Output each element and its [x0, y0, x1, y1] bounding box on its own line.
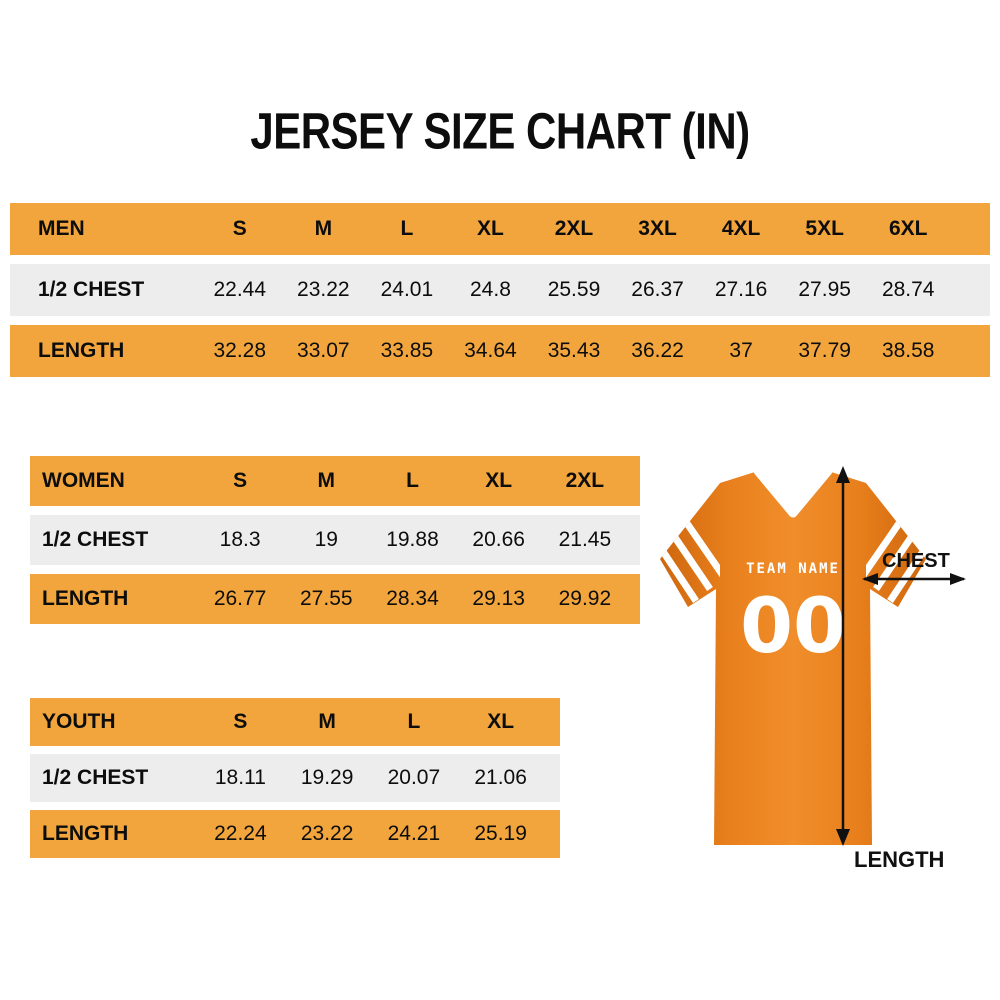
women-1-2-chest-row-cell-5: 21.45: [558, 528, 612, 551]
jersey-illustration: TEAM NAME 00 LENGTH CHEST: [630, 455, 990, 875]
women-1-2-chest-row-cell-2: 19: [314, 528, 338, 551]
youth-1-2-chest-row-cell-1: 18.11: [214, 766, 266, 789]
men-size-table: MEN S M L XL 2XL 3XL 4XL 5XL 6XL 1/2 CHEST 22.44 23.…: [10, 203, 990, 386]
men-header-row-cell-7: 4XL: [721, 217, 761, 240]
men-1-2-chest-row-cell-9: 28.74: [881, 278, 935, 301]
men-length-row-cell-1: 32.28: [213, 339, 267, 362]
women-header-row: WOMEN S M L XL 2XL: [30, 456, 640, 506]
women-header-row-cell-1: S: [233, 469, 248, 492]
jersey-collar: [753, 466, 833, 518]
men-1-2-chest-row: 1/2 CHEST 22.44 23.22 24.01 24.8 25.59 26.37 27…: [10, 264, 990, 316]
men-header-row-cell-1: S: [232, 217, 247, 240]
men-length-row: LENGTH 32.28 33.07 33.85 34.64 35.43 36.22 37 37…: [10, 325, 990, 377]
women-header-row-cell-4: XL: [485, 469, 513, 492]
women-length-row: LENGTH 26.77 27.55 28.34 29.13 29.92: [30, 574, 640, 624]
youth-length-row: LENGTH 22.24 23.22 24.21 25.19: [30, 810, 560, 858]
youth-1-2-chest-row: 1/2 CHEST 18.11 19.29 20.07 21.06: [30, 754, 560, 802]
men-length-row-label: LENGTH: [38, 339, 125, 362]
length-arrow: [836, 466, 850, 846]
youth-header-row-cell-4: XL: [487, 710, 515, 733]
men-header-row-cell-5: 2XL: [554, 217, 594, 240]
men-length-row-cell-6: 36.22: [631, 339, 684, 362]
men-length-row-cell-9: 38.58: [881, 339, 935, 362]
women-length-row-cell-4: 29.13: [472, 587, 525, 610]
men-length-row-cell-3: 33.85: [380, 339, 434, 362]
men-header-row-cell-4: XL: [477, 217, 504, 240]
women-header-row-cell-3: L: [406, 469, 419, 492]
men-header-row: MEN S M L XL 2XL 3XL 4XL 5XL 6XL: [10, 203, 990, 255]
chest-label: CHEST: [882, 550, 950, 572]
youth-length-row-cell-1: 22.24: [214, 822, 267, 845]
men-1-2-chest-row-cell-2: 23.22: [297, 278, 350, 301]
chest-arrow: [862, 573, 966, 585]
women-1-2-chest-row: 1/2 CHEST 18.3 19 19.88 20.66 21.45: [30, 515, 640, 565]
youth-size-table: YOUTH S M L XL 1/2 CHEST 18.11 19.29 20.07 21.06 L…: [30, 698, 560, 866]
women-1-2-chest-row-label: 1/2 CHEST: [42, 528, 149, 551]
men-header-row-cell-9: 6XL: [888, 217, 928, 240]
women-1-2-chest-row-cell-1: 18.3: [219, 528, 261, 551]
men-header-row-label: MEN: [38, 217, 85, 240]
youth-length-row-cell-2: 23.22: [300, 822, 354, 845]
jersey-team-name: TEAM NAME: [746, 561, 840, 577]
youth-length-row-label: LENGTH: [42, 822, 129, 845]
men-1-2-chest-row-label: 1/2 CHEST: [38, 278, 145, 301]
youth-header-row-label: YOUTH: [42, 710, 116, 733]
men-1-2-chest-row-cell-8: 27.95: [798, 278, 851, 301]
men-1-2-chest-row-cell-3: 24.01: [380, 278, 434, 301]
youth-1-2-chest-row-cell-3: 20.07: [387, 766, 441, 789]
men-length-row-cell-8: 37.79: [798, 339, 851, 362]
men-length-row-cell-7: 37: [729, 339, 753, 362]
men-header-row-cell-6: 3XL: [638, 217, 677, 240]
men-header-row-cell-2: M: [314, 217, 333, 240]
jersey-svg: TEAM NAME 00 LENGTH CHEST: [660, 466, 966, 872]
men-length-row-cell-5: 35.43: [547, 339, 601, 362]
men-length-row-cell-2: 33.07: [297, 339, 350, 362]
women-size-table: WOMEN S M L XL 2XL 1/2 CHEST 18.3 19 19.88 20.66 21…: [30, 456, 640, 633]
men-1-2-chest-row-cell-5: 25.59: [547, 278, 601, 301]
men-1-2-chest-row-cell-7: 27.16: [714, 278, 768, 301]
women-length-row-cell-5: 29.92: [558, 587, 612, 610]
men-1-2-chest-row-cell-4: 24.8: [470, 278, 511, 301]
women-length-row-label: LENGTH: [42, 587, 129, 610]
men-1-2-chest-row-cell-6: 26.37: [631, 278, 684, 301]
page-title: JERSEY SIZE CHART (IN): [250, 102, 750, 160]
youth-header-row-cell-3: L: [407, 710, 421, 733]
men-header-row-cell-3: L: [400, 217, 414, 240]
women-header-row-cell-5: 2XL: [565, 469, 605, 492]
length-label: LENGTH: [854, 847, 944, 872]
women-length-row-cell-2: 27.55: [300, 587, 353, 610]
women-1-2-chest-row-cell-3: 19.88: [386, 528, 439, 551]
youth-header-row: YOUTH S M L XL: [30, 698, 560, 746]
jersey-number: 00: [740, 581, 846, 670]
youth-length-row-cell-4: 25.19: [474, 822, 527, 845]
men-length-row-cell-4: 34.64: [464, 339, 517, 362]
youth-header-row-cell-2: M: [318, 710, 336, 733]
women-1-2-chest-row-cell-4: 20.66: [472, 528, 525, 551]
women-length-row-cell-1: 26.77: [213, 587, 267, 610]
youth-1-2-chest-row-label: 1/2 CHEST: [42, 766, 149, 789]
youth-1-2-chest-row-cell-2: 19.29: [300, 766, 354, 789]
left-sleeve-stripes: [660, 517, 720, 603]
jersey-body: [660, 471, 926, 845]
women-header-row-cell-2: M: [317, 469, 336, 492]
women-header-row-label: WOMEN: [42, 469, 125, 492]
youth-1-2-chest-row-cell-4: 21.06: [474, 766, 527, 789]
men-header-row-cell-8: 5XL: [805, 217, 844, 240]
men-1-2-chest-row-cell-1: 22.44: [213, 278, 267, 301]
youth-header-row-cell-1: S: [233, 710, 248, 733]
women-length-row-cell-3: 28.34: [386, 587, 439, 610]
youth-length-row-cell-3: 24.21: [387, 822, 441, 845]
